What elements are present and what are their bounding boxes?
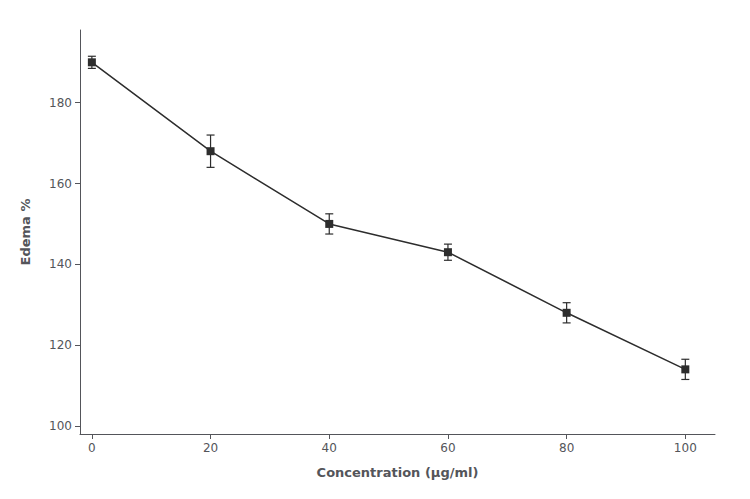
svg-text:Concentration (μg/ml): Concentration (μg/ml)	[317, 465, 479, 480]
svg-text:60: 60	[440, 441, 455, 455]
svg-text:80: 80	[559, 441, 574, 455]
svg-text:160: 160	[49, 177, 72, 191]
svg-text:20: 20	[203, 441, 218, 455]
svg-text:140: 140	[49, 257, 72, 271]
svg-text:0: 0	[88, 441, 96, 455]
svg-text:180: 180	[49, 96, 72, 110]
svg-text:Edema %: Edema %	[18, 199, 33, 266]
svg-text:100: 100	[49, 419, 72, 433]
svg-text:100: 100	[674, 441, 697, 455]
svg-text:120: 120	[49, 338, 72, 352]
svg-text:40: 40	[322, 441, 337, 455]
